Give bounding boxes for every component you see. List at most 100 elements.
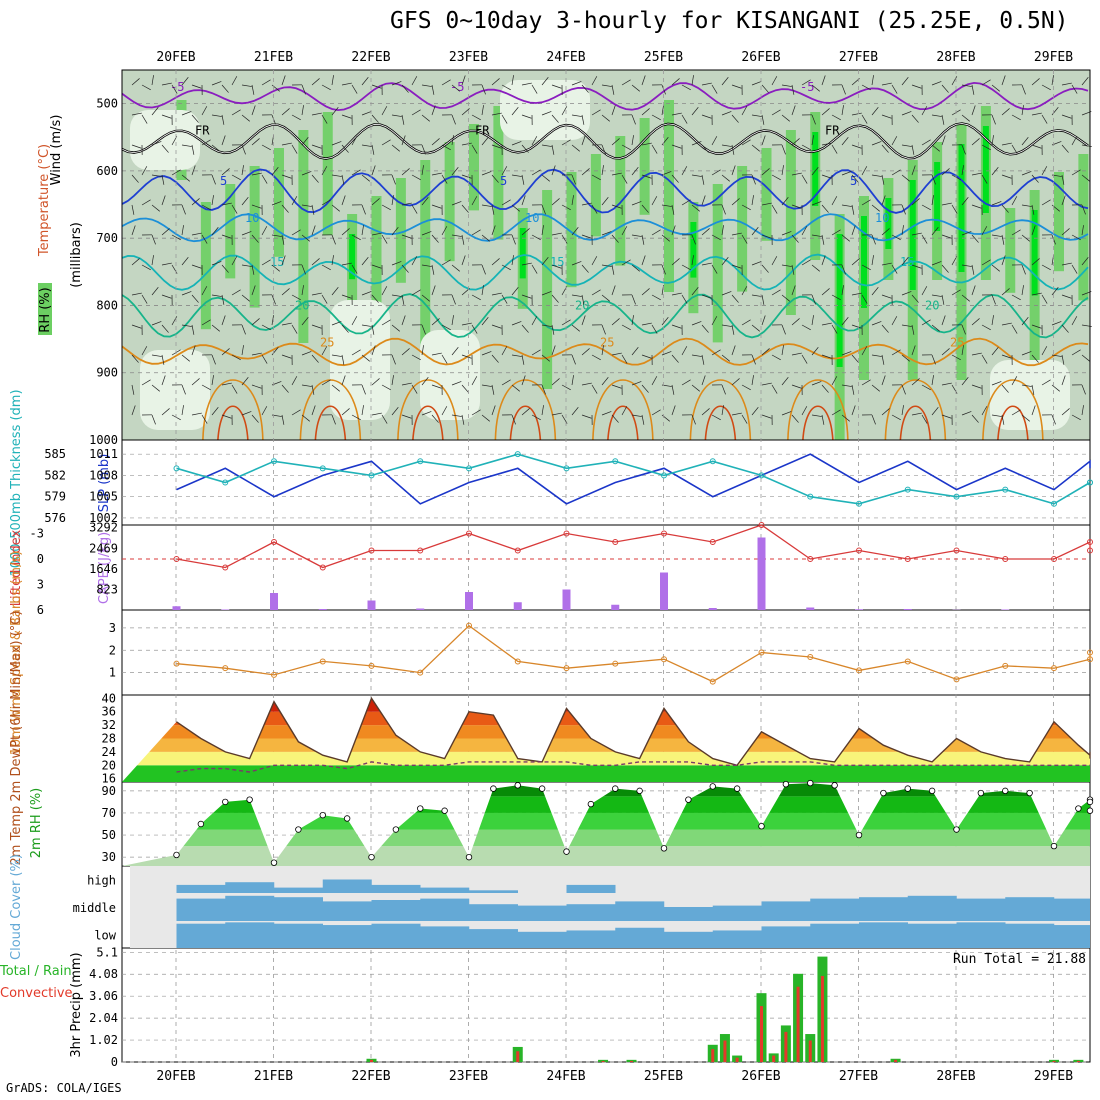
wind-barb [241, 294, 250, 302]
wind-barb [671, 225, 676, 236]
wind-barb [751, 114, 762, 117]
wind-barb [811, 381, 822, 386]
wind-barb [721, 174, 730, 182]
wind-barb [391, 114, 402, 117]
cape-bar [806, 607, 815, 610]
wind-barb [781, 345, 784, 356]
wind-barb [701, 324, 709, 333]
rh-point [246, 796, 253, 803]
wind-barb [601, 165, 604, 176]
rh-dry-patch [420, 330, 480, 420]
wind-barb [651, 144, 658, 154]
wind-barb [1061, 262, 1072, 266]
wind-barb [341, 375, 346, 386]
wind-barb [381, 139, 391, 146]
isotherm-label: -5 [450, 80, 464, 94]
wind-barb [151, 234, 156, 245]
wind-barb [991, 234, 1002, 237]
temp-band [122, 725, 1090, 739]
rh-point [880, 789, 887, 797]
wind-barb [1041, 346, 1048, 356]
wind-barb [771, 174, 781, 181]
wind-barb [261, 324, 271, 331]
wind-barb [351, 316, 358, 326]
rh-point [417, 805, 424, 812]
wind-barb [931, 174, 936, 185]
wind-barb [401, 234, 412, 239]
wind-barb [821, 204, 829, 213]
wind-barb [461, 384, 469, 393]
wind-barb [971, 172, 982, 176]
wind-barb [611, 234, 619, 243]
wind-barb [881, 114, 892, 119]
isotherm-label: 10 [245, 211, 259, 225]
wind-barb [701, 82, 712, 86]
pressure-tick-label: 900 [96, 366, 118, 380]
wind-barb [521, 294, 532, 299]
wind-barb [911, 294, 919, 303]
wind-barb [351, 169, 361, 176]
rh-point [465, 853, 473, 861]
wind-barb [691, 384, 700, 392]
wind-barb [301, 84, 306, 95]
wind-barb [841, 171, 852, 176]
wind-barb [491, 324, 502, 329]
rh-green-band [225, 184, 236, 279]
wind-barb [1001, 384, 1009, 393]
wind-barb [821, 75, 826, 86]
wind-barb [311, 78, 320, 86]
wind-barb [941, 382, 952, 386]
wind-barb [511, 287, 519, 296]
wind-barb [241, 324, 246, 335]
rh-green-band [1005, 208, 1016, 293]
wind-barb [1011, 144, 1018, 154]
wind-barb [211, 294, 222, 297]
wind-barb [311, 112, 322, 116]
wind-barb [131, 144, 142, 149]
precip-legend-total: Total / Rain [0, 964, 72, 979]
wind-barb [311, 258, 320, 266]
wind-barb [431, 172, 442, 176]
wind-barb [671, 112, 682, 116]
wind-barb [531, 84, 538, 94]
wind-barb [981, 259, 991, 266]
wind-barb [421, 264, 432, 267]
wind-barb [131, 204, 135, 215]
thickness-point [1087, 479, 1093, 486]
wind-barb [351, 234, 361, 241]
wind-barb [721, 384, 726, 395]
wind-barb [731, 294, 739, 303]
wind-barb [771, 256, 778, 266]
wind-barb [1061, 324, 1069, 333]
wind-barb [761, 264, 769, 273]
wind-label: Wind (m/s) [49, 115, 64, 186]
isotherm-hot-blob [607, 405, 639, 441]
slp-tick: 1011 [89, 447, 118, 461]
wind-barb [1071, 349, 1081, 356]
wind-barb [241, 114, 250, 122]
wind-barb [681, 84, 691, 91]
wind-barb [661, 351, 672, 356]
rh2m-tick: 90 [102, 784, 116, 798]
slp-tick: 1002 [89, 511, 118, 525]
wind-barb [711, 316, 718, 326]
wind-barb [601, 264, 612, 267]
wind-barb [931, 294, 942, 297]
isotherm-label: 15 [900, 255, 914, 269]
wind-barb [341, 228, 350, 236]
wind-barb [901, 257, 909, 266]
wind-barb [691, 414, 696, 425]
precip-tick: 3.06 [89, 989, 118, 1003]
wind-barb [641, 234, 645, 245]
wind-barb [191, 165, 196, 176]
wind-barb [681, 264, 691, 271]
cloud-block [712, 905, 762, 921]
cape-tick: 2469 [89, 541, 118, 555]
isotherm-line [121, 253, 1089, 291]
cloud-block [566, 904, 616, 921]
rh-point [1086, 798, 1094, 806]
wind-barb [931, 324, 940, 332]
wind-barb [411, 354, 421, 361]
wind-barb [331, 354, 342, 357]
wind-barb [341, 262, 352, 266]
